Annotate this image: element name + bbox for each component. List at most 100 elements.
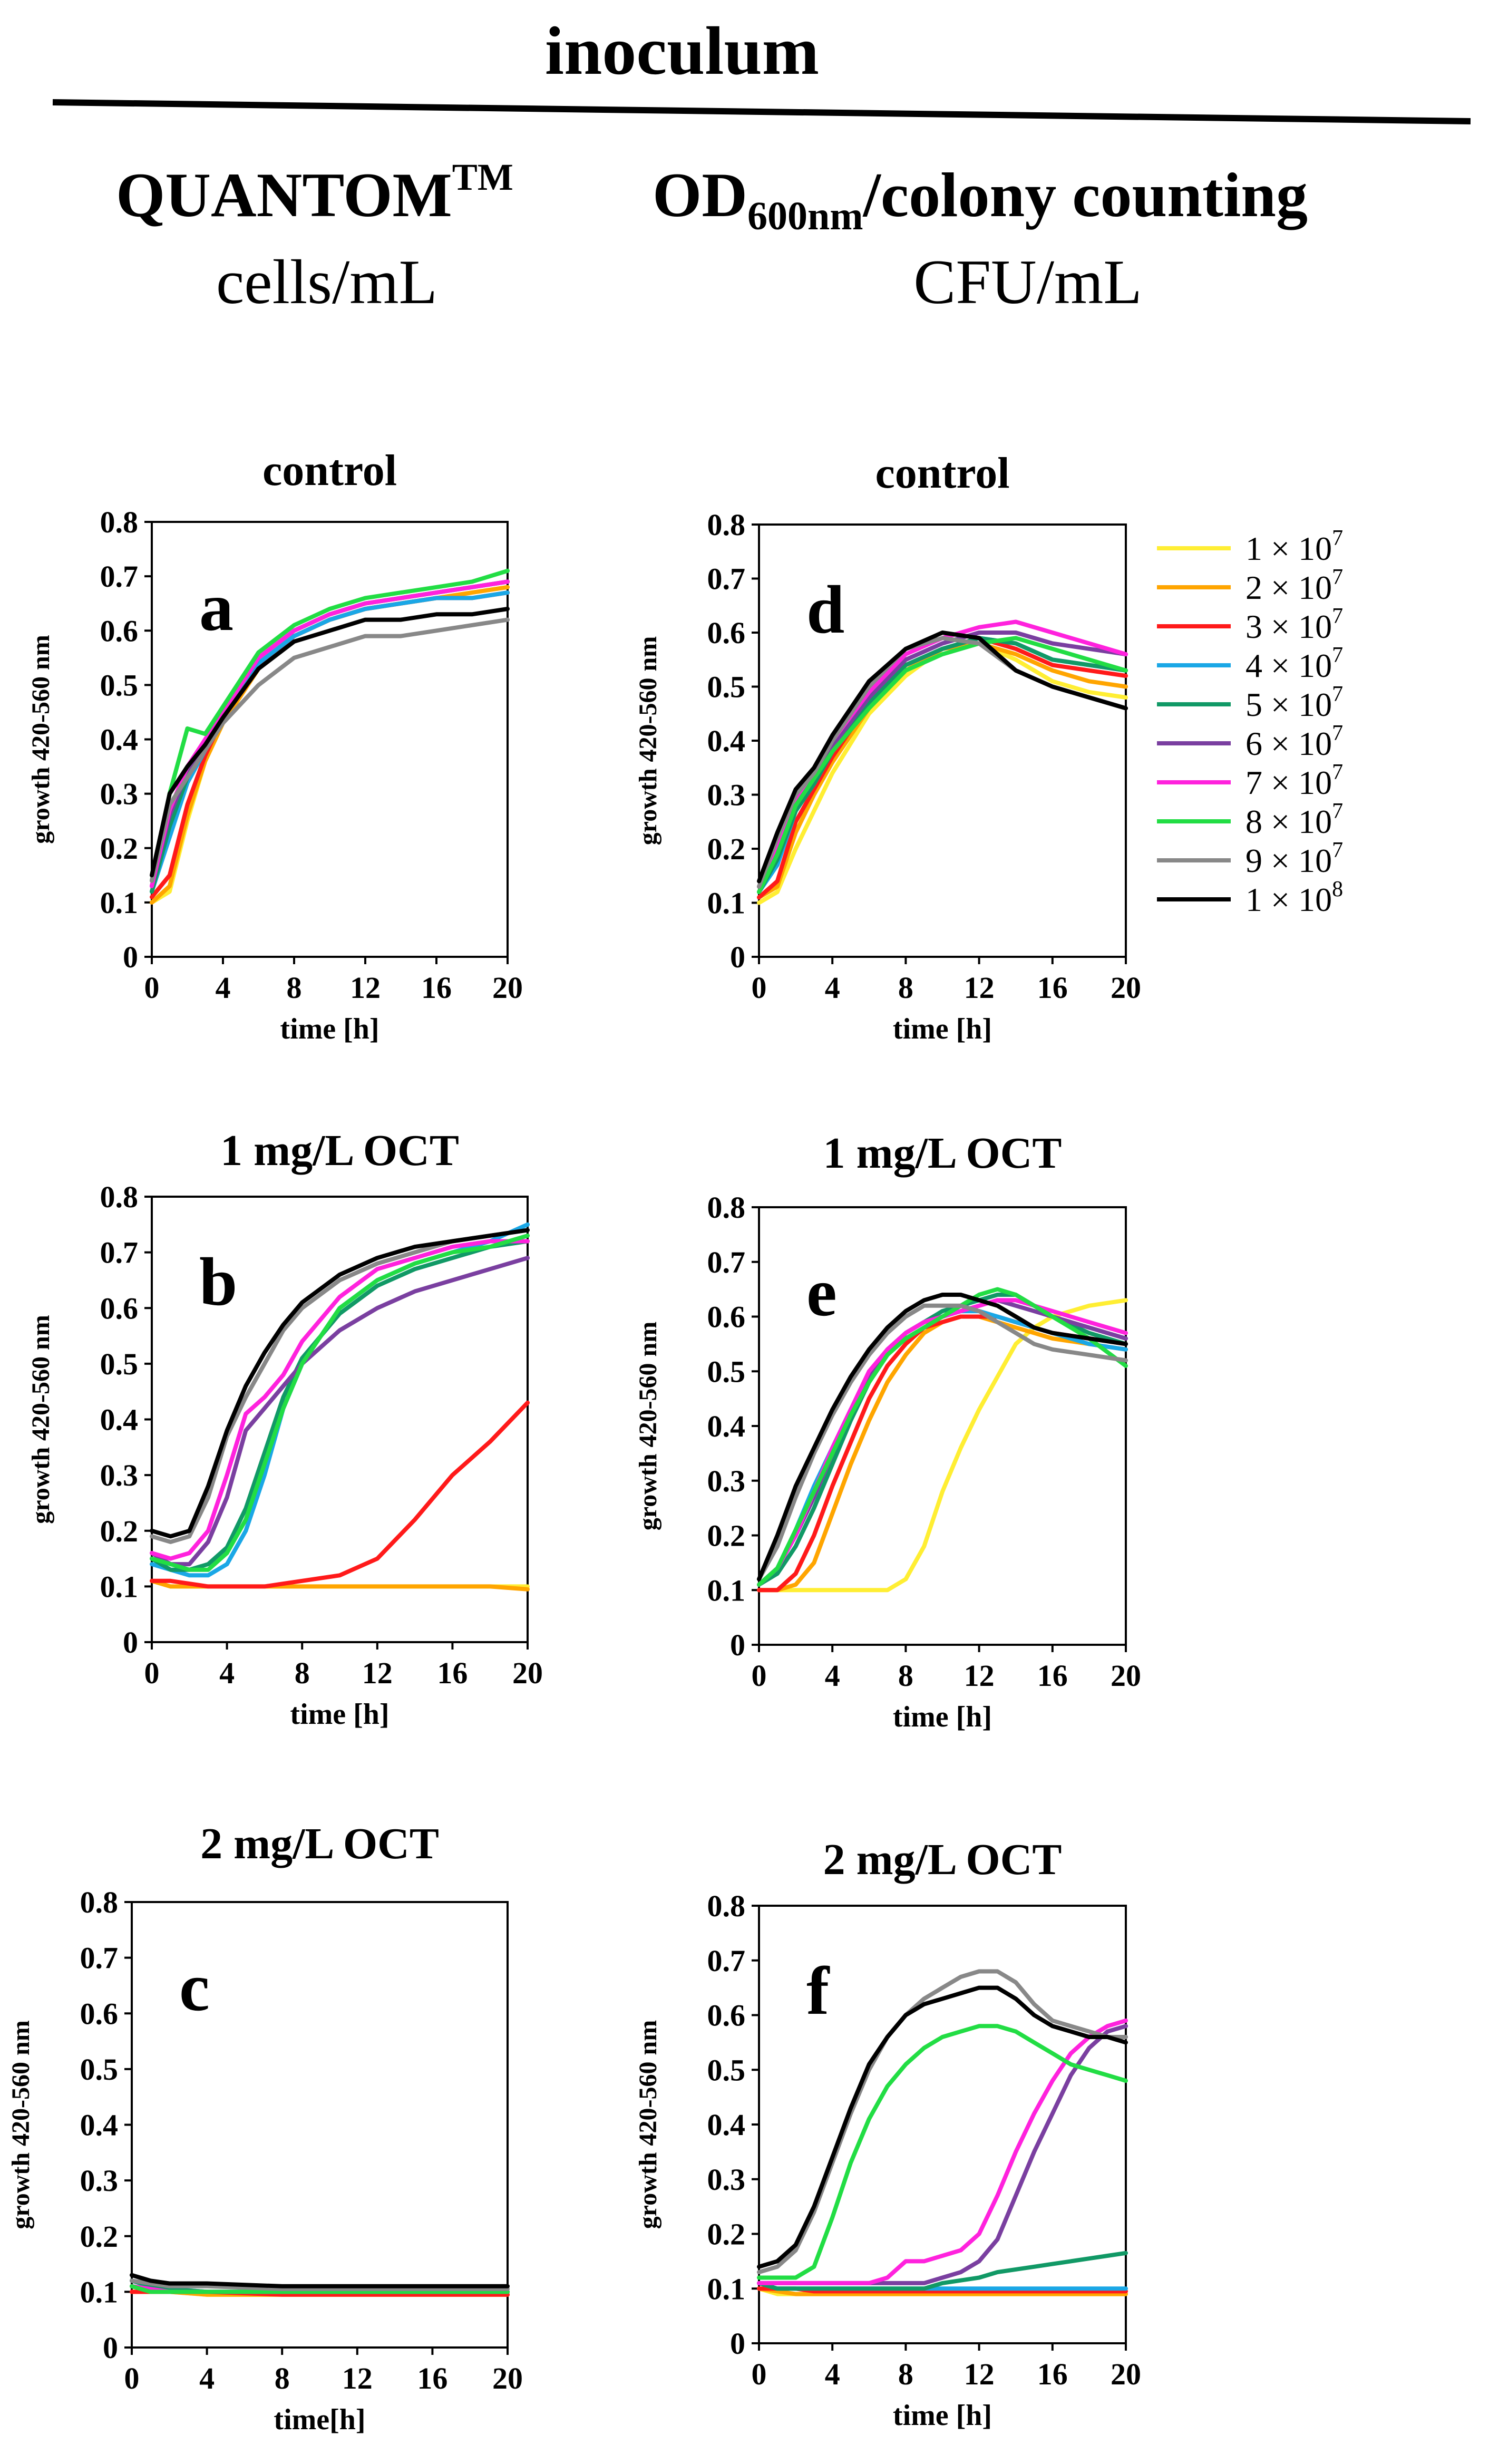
y-axis-label: growth 420-560 nm xyxy=(634,2020,662,2229)
legend-exponent: 7 xyxy=(1332,838,1343,862)
y-tick-label: 0.3 xyxy=(707,1464,746,1498)
legend-exponent: 8 xyxy=(1332,877,1343,901)
x-tick-label: 16 xyxy=(421,971,452,1005)
x-tick-label: 20 xyxy=(1111,2357,1141,2391)
series-line-7 xyxy=(757,619,1128,889)
y-tick-label: 0.5 xyxy=(707,2053,746,2087)
chart-title: 1 mg/L OCT xyxy=(823,1129,1062,1178)
x-tick-label: 16 xyxy=(437,1656,468,1690)
legend-item: 1 × 107 xyxy=(1157,526,1343,567)
x-tick-label: 12 xyxy=(964,1658,995,1693)
legend-mantissa: 9 xyxy=(1245,842,1262,879)
chart-title: control xyxy=(875,449,1009,498)
x-tick-label: 16 xyxy=(1037,2357,1068,2391)
series-line-8 xyxy=(757,636,1128,894)
legend-mantissa: 7 xyxy=(1245,764,1262,801)
series-line-9 xyxy=(150,617,510,883)
y-tick-label: 0.4 xyxy=(707,724,746,758)
y-tick-label: 0.8 xyxy=(707,508,746,542)
y-tick-label: 0.1 xyxy=(707,1573,746,1607)
series-line-8 xyxy=(757,2024,1128,2280)
legend-exponent: 7 xyxy=(1332,526,1343,550)
legend-label: 1 × 108 xyxy=(1245,877,1343,918)
y-tick-label: 0 xyxy=(730,1628,745,1662)
x-tick-label: 4 xyxy=(199,2361,215,2395)
legend-mantissa: 4 xyxy=(1245,647,1262,684)
legend-label: 6 × 107 xyxy=(1245,721,1343,762)
series-line-7 xyxy=(150,1239,530,1561)
x-tick-label: 20 xyxy=(1111,971,1141,1005)
y-tick-label: 0.7 xyxy=(707,1245,746,1279)
x-axis-label: time [h] xyxy=(290,1698,389,1731)
series-line-7 xyxy=(757,2018,1128,2285)
series-line-10 xyxy=(757,630,1128,884)
x-tick-label: 0 xyxy=(124,2361,140,2395)
y-tick-label: 0.7 xyxy=(100,1236,139,1270)
series-line-10 xyxy=(150,607,510,878)
x-tick-label: 0 xyxy=(752,2357,767,2391)
y-tick-label: 0.1 xyxy=(80,2275,119,2309)
y-axis-label: growth 420-560 nm xyxy=(634,636,662,845)
x-tick-label: 8 xyxy=(295,1656,310,1690)
x-axis-label: time [h] xyxy=(280,1013,379,1045)
x-tick-label: 12 xyxy=(964,2357,995,2391)
series-line-8 xyxy=(757,1287,1128,1587)
x-tick-label: 4 xyxy=(825,1658,840,1693)
y-tick-label: 0.5 xyxy=(707,670,746,704)
y-axis-label: growth 420-560 nm xyxy=(27,635,55,843)
chart-title: 2 mg/L OCT xyxy=(823,1835,1062,1884)
y-tick-label: 0.3 xyxy=(100,1458,139,1492)
series-line-1 xyxy=(757,641,1128,905)
legend-item: 6 × 107 xyxy=(1157,721,1343,762)
legend-mantissa: 3 xyxy=(1245,608,1262,645)
y-tick-label: 0.2 xyxy=(80,2219,119,2254)
chart-panel-a: control a 0 0.1 0.2 0.3 0.4 0.5 0.6 0.7 0.8 0 4 8 12 16… xyxy=(27,446,523,1045)
legend-times: × 10 xyxy=(1262,608,1332,645)
x-tick-label: 4 xyxy=(825,971,840,1005)
right-column-title-od: OD xyxy=(653,160,747,230)
right-column-unit: CFU/mL xyxy=(913,247,1142,317)
x-tick-label: 16 xyxy=(417,2361,447,2395)
legend-times: × 10 xyxy=(1262,803,1332,840)
y-tick-label: 0.1 xyxy=(100,1569,139,1604)
x-tick-label: 16 xyxy=(1037,1658,1068,1693)
legend-times: × 10 xyxy=(1262,764,1332,801)
y-tick-label: 0.5 xyxy=(100,1347,139,1381)
left-column-title-main: QUANTOM xyxy=(116,160,452,230)
legend-mantissa: 2 xyxy=(1245,569,1262,606)
panel-label: f xyxy=(806,1953,830,2029)
y-tick-label: 0.5 xyxy=(80,2052,119,2087)
x-tick-label: 4 xyxy=(219,1656,235,1690)
x-tick-label: 20 xyxy=(1111,1658,1141,1693)
legend-label: 5 × 107 xyxy=(1245,682,1343,723)
chart-panel-b: 1 mg/L OCT b 0 0.1 0.2 0.3 0.4 0.5 0.6 0.7 0.8 0 4 8 1… xyxy=(27,1126,543,1731)
panel-label: c xyxy=(179,1949,210,2025)
chart-title: control xyxy=(262,446,397,495)
legend-exponent: 7 xyxy=(1332,721,1343,745)
legend-item: 5 × 107 xyxy=(1157,682,1343,723)
legend-exponent: 7 xyxy=(1332,760,1343,784)
legend-item: 9 × 107 xyxy=(1157,838,1343,879)
series-line-10 xyxy=(150,1228,530,1539)
x-tick-label: 12 xyxy=(964,971,995,1005)
legend-label: 1 × 107 xyxy=(1245,526,1343,567)
legend-exponent: 7 xyxy=(1332,682,1343,706)
y-tick-label: 0.8 xyxy=(707,1190,746,1225)
x-tick-label: 16 xyxy=(1037,971,1068,1005)
y-tick-label: 0.5 xyxy=(100,668,139,702)
x-tick-label: 0 xyxy=(144,971,160,1005)
series-line-6 xyxy=(150,1256,530,1567)
series-line-10 xyxy=(130,2273,510,2288)
y-tick-label: 0.5 xyxy=(707,1354,746,1389)
legend-times: × 10 xyxy=(1262,569,1332,606)
y-axis-label: growth 420-560 nm xyxy=(7,2020,35,2229)
y-tick-label: 0.7 xyxy=(80,1941,119,1975)
chart-panel-f: 2 mg/L OCT f 0 0.1 0.2 0.3 0.4 0.5 0.6 0.7 0.8 0 4 8 1… xyxy=(634,1835,1141,2432)
y-tick-label: 0.6 xyxy=(100,614,139,648)
chart-title: 1 mg/L OCT xyxy=(220,1126,459,1175)
x-tick-label: 12 xyxy=(342,2361,373,2395)
legend-times: × 10 xyxy=(1262,842,1332,879)
series-line-8 xyxy=(130,2284,510,2294)
